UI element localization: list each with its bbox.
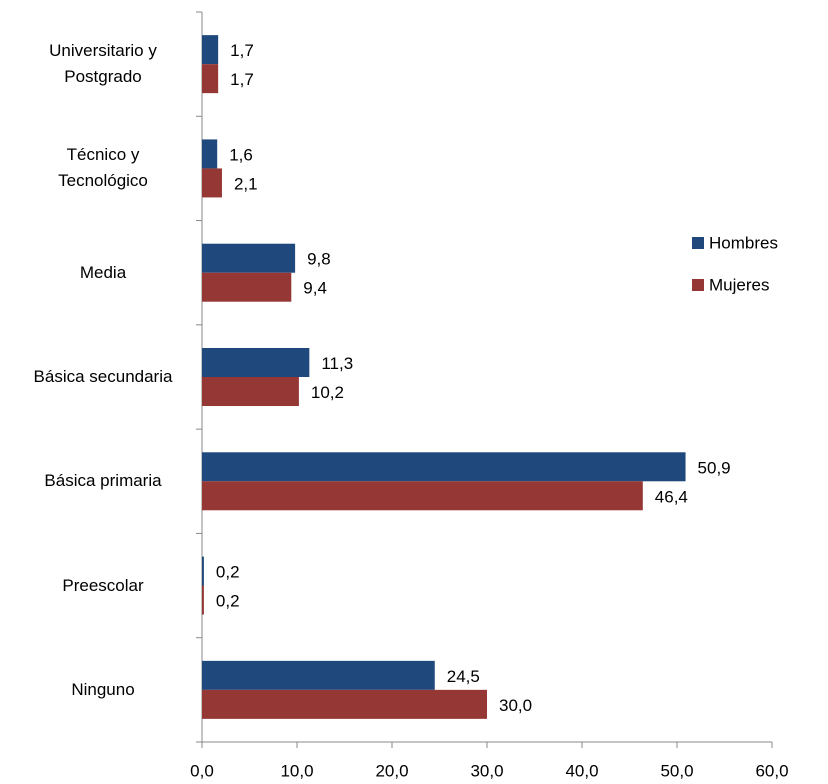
bar: [202, 660, 435, 690]
bar: [202, 452, 686, 482]
data-label: 50,9: [698, 458, 731, 477]
bar: [202, 243, 296, 273]
data-label: 30,0: [499, 696, 532, 715]
bar: [202, 348, 310, 377]
data-label: 46,4: [655, 487, 688, 506]
bar: [202, 689, 487, 719]
legend-label: Mujeres: [709, 275, 769, 294]
data-label: 1,7: [230, 70, 254, 89]
x-tick-label: 40,0: [565, 761, 598, 780]
legend-swatch: [692, 279, 704, 291]
x-tick-label: 50,0: [660, 761, 693, 780]
x-tick-label: 10,0: [280, 761, 313, 780]
data-label: 1,7: [230, 41, 254, 60]
bar: [202, 139, 218, 169]
data-label: 0,2: [216, 592, 240, 611]
x-tick-label: 60,0: [755, 761, 788, 780]
x-tick-label: 30,0: [470, 761, 503, 780]
data-label: 0,2: [216, 563, 240, 582]
y-tick-label: Universitario y Postgrado: [49, 41, 157, 87]
y-tick-label: Básica primaria: [44, 471, 162, 491]
bar: [202, 481, 643, 511]
x-tick-label: 0,0: [190, 761, 214, 780]
y-tick-label: Técnico y Tecnológico: [58, 145, 148, 191]
y-tick-label: Ninguno: [71, 679, 135, 699]
legend-label: Hombres: [709, 233, 778, 252]
bar: [202, 64, 219, 94]
data-label: 9,4: [303, 279, 327, 298]
y-tick-label: Básica secundaria: [33, 367, 173, 386]
data-label: 1,6: [229, 145, 253, 164]
bar: [202, 168, 222, 198]
data-label: 24,5: [447, 667, 480, 686]
x-tick-label: 20,0: [375, 761, 408, 780]
data-label: 9,8: [307, 250, 331, 269]
y-tick-label: Media: [79, 262, 127, 282]
data-label: 11,3: [321, 354, 353, 373]
data-label: 2,1: [234, 174, 258, 193]
legend-swatch: [692, 237, 704, 249]
bar: [202, 35, 219, 65]
data-label: 10,2: [311, 383, 344, 402]
bar: [202, 585, 204, 615]
bar: [202, 556, 204, 586]
bar: [202, 377, 299, 406]
bar: [202, 272, 292, 302]
y-tick-label: Preescolar: [62, 575, 144, 595]
